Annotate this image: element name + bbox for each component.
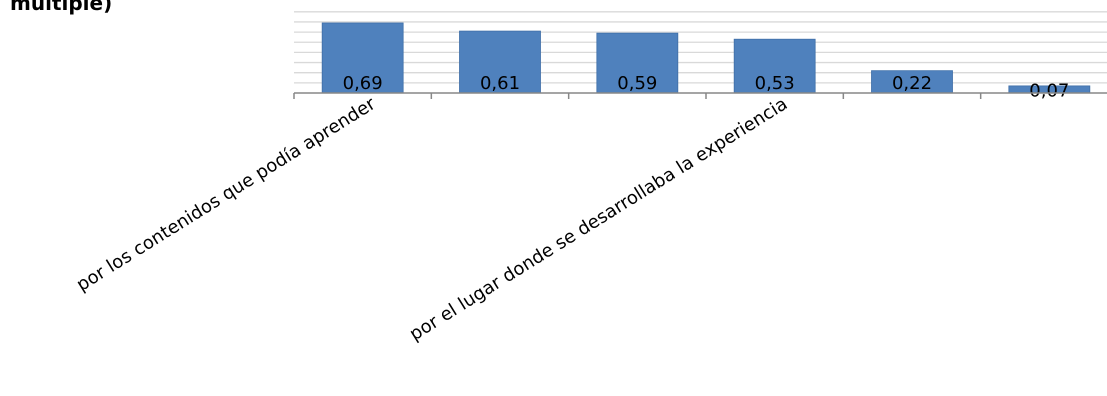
data-label: 0,53 [755, 73, 795, 94]
data-label: 0,22 [892, 73, 932, 94]
gridlines [294, 12, 1107, 83]
chart-title: múltiple) [10, 0, 112, 15]
category-label: por los contenidos que podía aprender [73, 93, 380, 296]
data-label: 0,59 [617, 73, 657, 94]
data-label: 0,61 [480, 73, 520, 94]
data-label: 0,07 [1029, 80, 1069, 101]
x-axis [294, 93, 1107, 99]
category-labels: por los contenidos que podía aprender por… [73, 93, 791, 345]
category-label: por el lugar donde se desarrollaba la ex… [406, 93, 791, 345]
data-label: 0,69 [343, 73, 383, 94]
